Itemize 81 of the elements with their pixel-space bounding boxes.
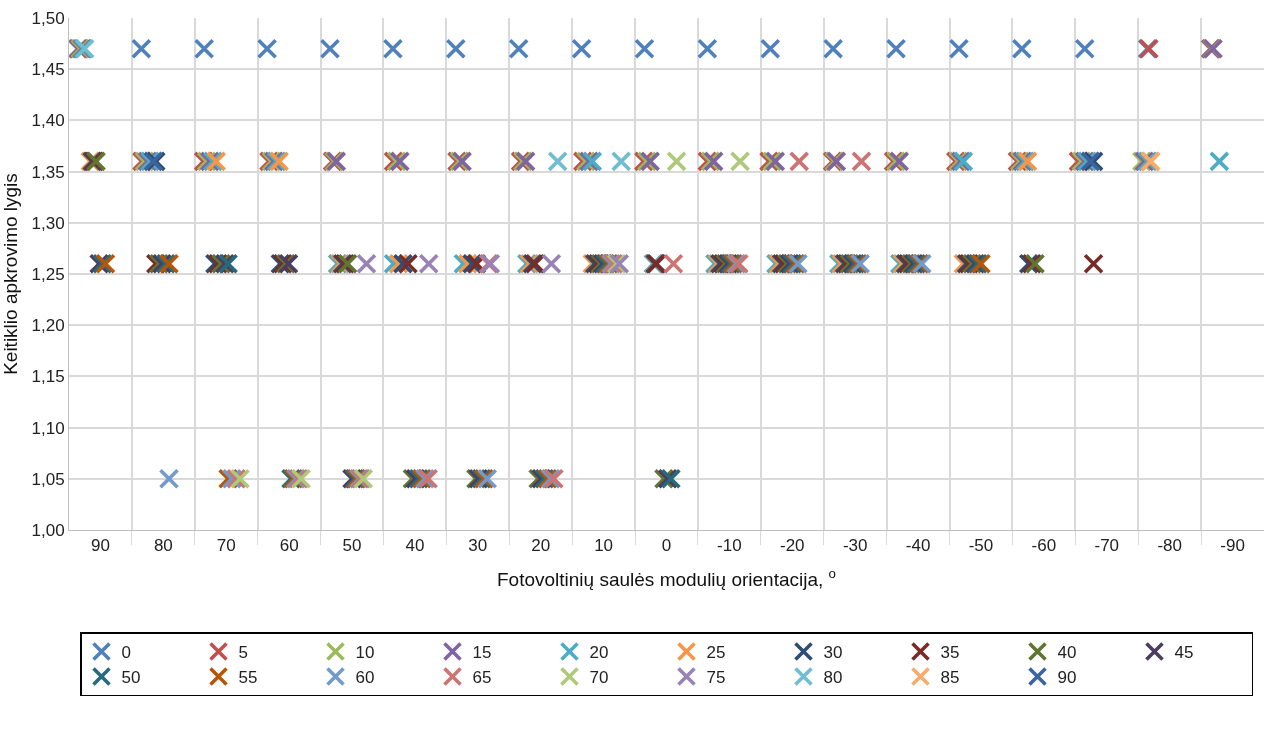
point: [948, 38, 970, 60]
legend-label: 40: [1057, 643, 1077, 663]
point: [634, 38, 655, 60]
x-tick-label: 90: [90, 536, 110, 556]
x-tick-label: -40: [905, 536, 931, 556]
y-tick-label: 1,45: [31, 60, 65, 80]
x-tick-label: -20: [780, 536, 805, 556]
point: [382, 38, 404, 60]
point: [1074, 38, 1096, 60]
point: [131, 38, 152, 60]
x-tick-label: 60: [279, 536, 299, 556]
x-tick-label: -80: [1157, 536, 1182, 556]
legend-label: 5: [238, 643, 248, 663]
y-tick-label: 1,40: [31, 111, 65, 131]
x-tick-label: 0: [661, 536, 672, 556]
point: [397, 253, 419, 275]
y-tick-label: 1,10: [31, 418, 65, 438]
x-tick-label: -10: [717, 536, 742, 556]
point: [193, 38, 215, 60]
x-tick-label: -30: [842, 536, 868, 556]
point: [508, 38, 529, 60]
legend-label: 0: [121, 643, 131, 663]
point: [666, 151, 687, 172]
x-tick-label: -50: [968, 536, 994, 556]
legend-label: 55: [238, 668, 258, 688]
point: [610, 151, 632, 172]
legend-label: 60: [355, 668, 375, 688]
y-tick-label: 1,25: [31, 264, 65, 284]
point: [1083, 253, 1104, 275]
legend-label: 85: [940, 668, 960, 688]
y-tick-label: 1,30: [31, 213, 65, 233]
y-axis-title: Keitiklio apkrovimo lygis: [0, 173, 21, 375]
point: [547, 151, 568, 172]
point: [1011, 38, 1033, 60]
point: [571, 38, 592, 60]
x-tick-label: -60: [1031, 536, 1057, 556]
point: [319, 38, 341, 60]
point: [759, 38, 781, 60]
x-tick-label: 80: [153, 536, 173, 556]
legend-label: 35: [940, 643, 960, 663]
point: [541, 253, 562, 275]
legend-label: 10: [355, 643, 375, 663]
legend-label: 50: [121, 668, 141, 688]
y-tick-label: 1,05: [31, 469, 65, 489]
y-tick-label: 1,20: [31, 316, 65, 336]
legend-label: 25: [706, 643, 726, 663]
y-tick-label: 1,35: [31, 162, 65, 182]
x-tick-label: 20: [531, 536, 551, 556]
legend-label: 75: [706, 668, 726, 688]
y-tick-label: 1,00: [31, 520, 65, 540]
legend-label: 90: [1057, 668, 1077, 688]
legend-label: 70: [589, 668, 609, 688]
point: [418, 253, 440, 275]
point: [851, 151, 872, 172]
y-tick-label: 1,15: [31, 367, 65, 387]
point: [822, 38, 844, 60]
point: [256, 38, 278, 60]
point: [788, 151, 810, 172]
x-tick-label: -70: [1094, 536, 1120, 556]
y-tick-label: 1,50: [31, 8, 65, 28]
x-tick-label: 40: [405, 536, 425, 556]
point: [729, 151, 751, 172]
x-tick-label: 30: [468, 536, 488, 556]
legend-label: 15: [472, 643, 492, 663]
point: [158, 468, 180, 490]
x-tick-label: 10: [594, 536, 614, 556]
legend-label: 30: [823, 643, 843, 663]
point: [356, 253, 377, 275]
x-tick-label: 70: [216, 536, 236, 556]
point: [1209, 151, 1230, 172]
point: [697, 38, 718, 60]
point: [663, 253, 684, 275]
legend-label: 80: [823, 668, 843, 688]
x-tick-label: 50: [342, 536, 362, 556]
point: [445, 38, 467, 60]
legend-label: 20: [589, 643, 609, 663]
legend-label: 45: [1174, 643, 1194, 663]
legend-label: 65: [472, 668, 492, 688]
x-tick-label: -90: [1220, 536, 1245, 556]
point: [885, 38, 907, 60]
x-axis-title: Fotovoltinių saulės modulių orientacija, $^{o}$: [496, 566, 837, 591]
